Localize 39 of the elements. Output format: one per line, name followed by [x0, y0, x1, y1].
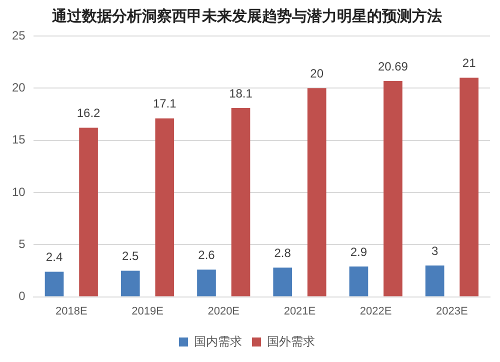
- x-tick-label: 2021E: [284, 305, 316, 318]
- bar: [384, 80, 402, 296]
- data-label: 3: [431, 244, 438, 258]
- bar: [231, 108, 250, 296]
- data-label: 17.1: [152, 96, 177, 111]
- bar: [197, 270, 216, 296]
- bar: [120, 270, 140, 296]
- x-tick-label: 2019E: [132, 305, 164, 318]
- y-tick-label: 5: [18, 236, 26, 251]
- y-tick-label: 20: [12, 80, 26, 94]
- y-tick-label: 10: [12, 184, 26, 199]
- bar: [425, 266, 444, 296]
- bar: [44, 272, 64, 296]
- bar: [273, 268, 292, 296]
- legend-label: 国外需求: [267, 334, 315, 348]
- bar: [79, 128, 98, 296]
- data-label: 2.8: [274, 246, 292, 260]
- x-tick-label: 2022E: [360, 305, 392, 318]
- x-tick-label: 2023E: [436, 305, 468, 318]
- bar: [349, 266, 368, 296]
- data-label: 18.1: [229, 86, 253, 100]
- bar: [460, 78, 478, 296]
- y-tick-label: 0: [18, 289, 26, 304]
- data-label: 20: [310, 66, 324, 80]
- x-tick-label: 2020E: [208, 305, 240, 318]
- x-tick-label: 2018E: [55, 305, 88, 318]
- bar: [307, 88, 326, 296]
- chart-title: 通过数据分析洞察西甲未来发展趋势与潜力明星的预测方法: [51, 7, 442, 26]
- bar: [155, 118, 174, 296]
- y-tick-label: 15: [12, 132, 26, 147]
- y-tick-label: 25: [12, 28, 26, 42]
- data-label: 2.5: [122, 249, 140, 264]
- data-label: 2.4: [46, 250, 63, 264]
- legend-label: 国内需求: [194, 334, 242, 348]
- data-label: 20.69: [378, 59, 408, 74]
- data-label: 2.9: [350, 244, 368, 259]
- data-label: 21: [462, 56, 476, 70]
- data-label: 16.2: [76, 106, 101, 120]
- data-label: 2.6: [198, 248, 216, 262]
